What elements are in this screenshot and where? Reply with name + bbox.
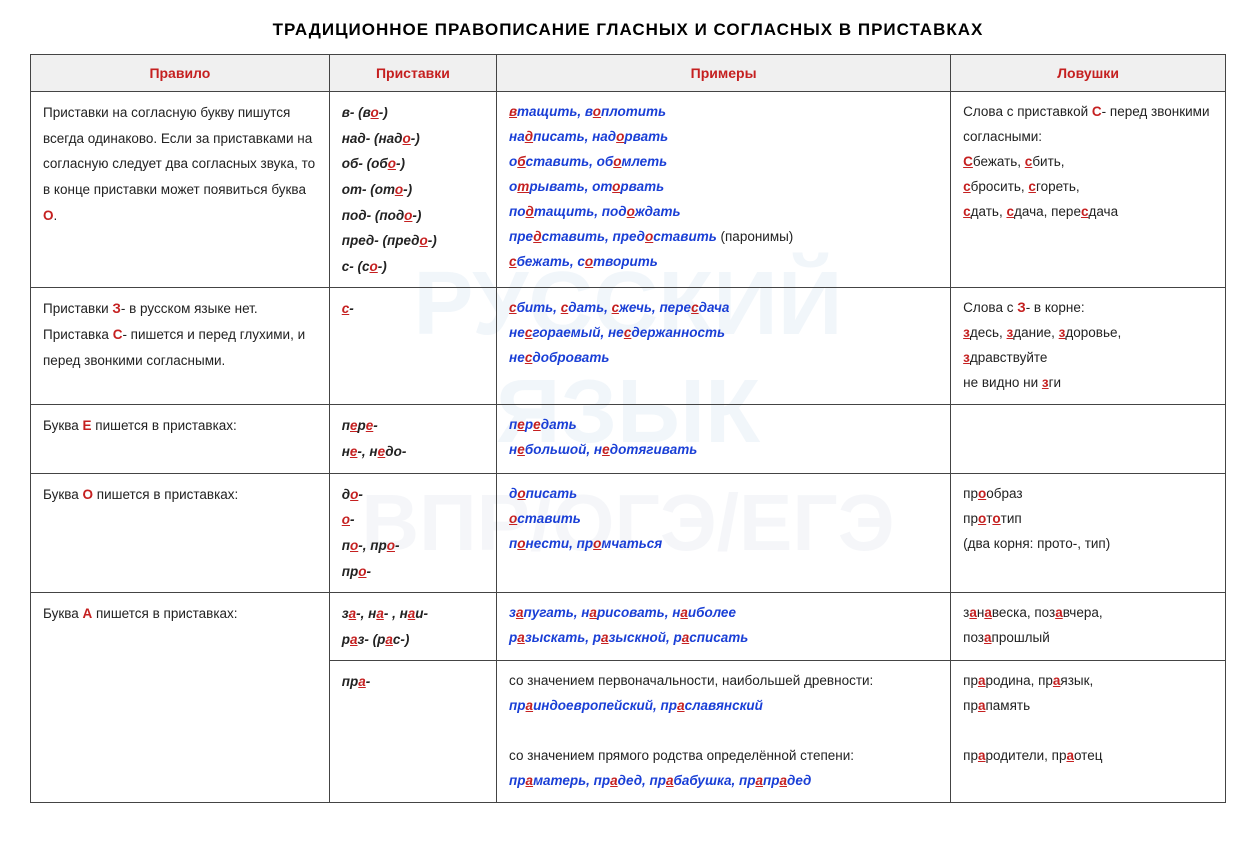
table-row: Буква Е пишется в приставках: пере- не-,… — [31, 405, 1226, 473]
prefix-cell: пере- не-, недо- — [329, 405, 496, 473]
example-cell: передать небольшой, недотягивать — [497, 405, 951, 473]
prefix-cell: с- — [329, 288, 496, 405]
example-cell: со значением первоначальности, наибольше… — [497, 661, 951, 803]
rule-cell: Буква О пишется в приставках: — [31, 473, 330, 593]
col-header-rule: Правило — [31, 55, 330, 92]
example-cell: втащить, воплотить надписать, надорвать … — [497, 92, 951, 288]
trap-cell: занавеска, позавчера, позапрошлый — [951, 593, 1226, 661]
table-header-row: Правило Приставки Примеры Ловушки — [31, 55, 1226, 92]
rule-cell: Приставки на согласную букву пишутся все… — [31, 92, 330, 288]
grammar-table: Правило Приставки Примеры Ловушки Приста… — [30, 54, 1226, 803]
prefix-cell: пра- — [329, 661, 496, 803]
rule-cell: Буква А пишется в приставках: — [31, 593, 330, 803]
trap-cell — [951, 405, 1226, 473]
table-row: Буква О пишется в приставках: до- о- по-… — [31, 473, 1226, 593]
prefix-cell: за-, на- , наи- раз- (рас-) — [329, 593, 496, 661]
table-row: Приставки на согласную букву пишутся все… — [31, 92, 1226, 288]
trap-cell: Слова с З- в корне: здесь, здание, здоро… — [951, 288, 1226, 405]
rule-cell: Буква Е пишется в приставках: — [31, 405, 330, 473]
col-header-prefix: Приставки — [329, 55, 496, 92]
example-cell: дописать оставить понести, промчаться — [497, 473, 951, 593]
trap-cell: Слова с приставкой С- перед звонкими сог… — [951, 92, 1226, 288]
example-cell: сбить, сдать, сжечь, пересдача несгораем… — [497, 288, 951, 405]
trap-cell: прообраз прототип (два корня: прото-, ти… — [951, 473, 1226, 593]
table-row: Буква А пишется в приставках: за-, на- ,… — [31, 593, 1226, 661]
rule-cell: Приставки З- в русском языке нет. Приста… — [31, 288, 330, 405]
table-row: Приставки З- в русском языке нет. Приста… — [31, 288, 1226, 405]
page-title: ТРАДИЦИОННОЕ ПРАВОПИСАНИЕ ГЛАСНЫХ И СОГЛ… — [30, 20, 1226, 40]
trap-cell: прародина, праязык, прапамять прародител… — [951, 661, 1226, 803]
prefix-cell: в- (во-) над- (надо-) об- (обо-) от- (от… — [329, 92, 496, 288]
col-header-trap: Ловушки — [951, 55, 1226, 92]
col-header-example: Примеры — [497, 55, 951, 92]
prefix-cell: до- о- по-, про- про- — [329, 473, 496, 593]
example-cell: запугать, нарисовать, наиболее разыскать… — [497, 593, 951, 661]
